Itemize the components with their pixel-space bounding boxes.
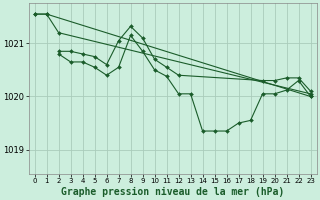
- X-axis label: Graphe pression niveau de la mer (hPa): Graphe pression niveau de la mer (hPa): [61, 186, 284, 197]
